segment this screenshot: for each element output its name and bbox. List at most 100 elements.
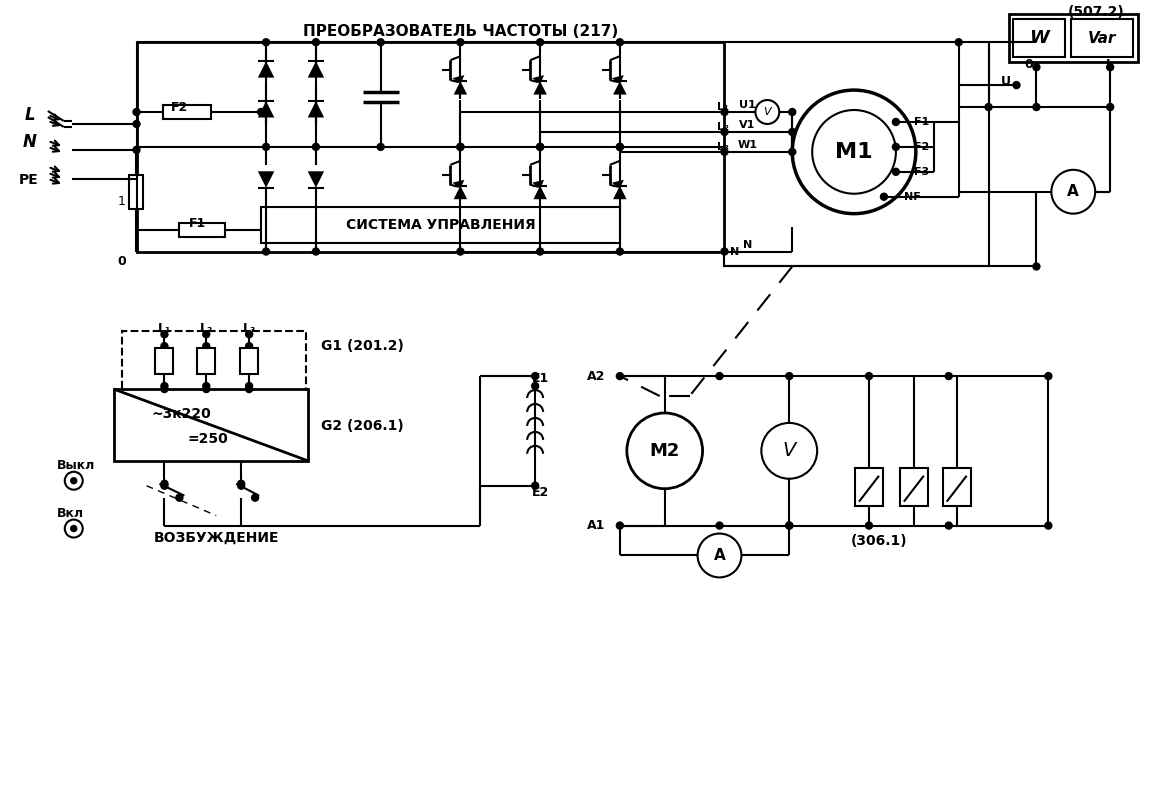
Circle shape — [133, 120, 140, 127]
Circle shape — [893, 118, 900, 126]
Polygon shape — [534, 81, 546, 94]
Circle shape — [262, 143, 269, 151]
Bar — [900, 467, 927, 505]
Polygon shape — [453, 180, 464, 189]
Circle shape — [457, 143, 464, 151]
Text: A: A — [714, 548, 725, 563]
Circle shape — [246, 383, 253, 389]
Bar — [855, 467, 882, 505]
Circle shape — [1013, 81, 1020, 89]
Circle shape — [617, 143, 624, 151]
Bar — [1008, 15, 1138, 62]
Circle shape — [955, 39, 962, 46]
Text: PE: PE — [18, 172, 39, 187]
Bar — [240, 348, 258, 374]
Text: V: V — [783, 442, 796, 460]
Circle shape — [252, 494, 259, 501]
Text: ВОЗБУЖДЕНИЕ: ВОЗБУЖДЕНИЕ — [154, 530, 280, 545]
Polygon shape — [534, 185, 546, 199]
Text: W: W — [1029, 29, 1050, 48]
Circle shape — [161, 343, 167, 350]
Circle shape — [789, 128, 796, 135]
Polygon shape — [307, 172, 325, 188]
Bar — [156, 348, 173, 374]
Circle shape — [865, 372, 872, 380]
Bar — [1013, 19, 1065, 57]
Circle shape — [1106, 103, 1113, 110]
Circle shape — [378, 39, 385, 46]
Polygon shape — [453, 75, 464, 84]
Circle shape — [312, 39, 320, 46]
Circle shape — [262, 248, 269, 255]
Circle shape — [537, 248, 544, 255]
Circle shape — [531, 383, 538, 389]
Polygon shape — [613, 185, 626, 199]
Circle shape — [617, 522, 624, 529]
Circle shape — [785, 372, 792, 380]
Polygon shape — [613, 81, 626, 94]
Polygon shape — [258, 61, 274, 77]
Circle shape — [312, 248, 320, 255]
Circle shape — [789, 109, 796, 115]
Circle shape — [312, 143, 320, 151]
Circle shape — [238, 482, 245, 489]
Circle shape — [716, 372, 723, 380]
Circle shape — [721, 109, 728, 115]
Circle shape — [945, 522, 952, 529]
Bar — [942, 467, 970, 505]
Text: L: L — [24, 106, 35, 124]
Text: Var: Var — [1088, 31, 1117, 46]
Circle shape — [721, 148, 728, 156]
Circle shape — [378, 143, 385, 151]
Circle shape — [617, 39, 624, 46]
Text: A2: A2 — [587, 370, 605, 383]
Circle shape — [203, 385, 210, 393]
Text: =250: =250 — [188, 432, 229, 447]
Circle shape — [457, 248, 464, 255]
Circle shape — [133, 147, 140, 153]
Circle shape — [161, 385, 167, 393]
Circle shape — [537, 39, 544, 46]
Bar — [136, 42, 724, 251]
Circle shape — [893, 143, 900, 151]
Circle shape — [721, 128, 728, 135]
Circle shape — [785, 522, 792, 529]
Bar — [1072, 19, 1133, 57]
Text: ~3к220: ~3к220 — [151, 407, 211, 422]
Circle shape — [785, 522, 792, 529]
Circle shape — [161, 330, 167, 338]
Circle shape — [262, 39, 269, 46]
Circle shape — [537, 143, 544, 151]
Circle shape — [721, 248, 728, 255]
Circle shape — [70, 526, 76, 531]
Text: U1: U1 — [739, 100, 755, 110]
Circle shape — [176, 494, 182, 501]
Polygon shape — [454, 81, 467, 94]
Text: N: N — [730, 247, 739, 256]
Text: V1: V1 — [739, 120, 755, 130]
Polygon shape — [612, 180, 624, 189]
Text: (306.1): (306.1) — [850, 534, 908, 547]
Circle shape — [1033, 103, 1040, 110]
Text: F1: F1 — [188, 217, 206, 231]
Bar — [113, 389, 308, 461]
Text: Выкл: Выкл — [57, 459, 95, 472]
Polygon shape — [532, 180, 544, 189]
Text: V: V — [763, 107, 772, 117]
Text: N: N — [743, 239, 752, 250]
Circle shape — [238, 480, 245, 487]
Circle shape — [133, 109, 140, 115]
Circle shape — [537, 143, 544, 151]
Text: ПРЕОБРАЗОВАТЕЛЬ ЧАСТОТЫ (217): ПРЕОБРАЗОВАТЕЛЬ ЧАСТОТЫ (217) — [303, 24, 618, 39]
Circle shape — [203, 330, 210, 338]
Circle shape — [246, 343, 253, 350]
Circle shape — [161, 482, 167, 489]
Circle shape — [893, 168, 900, 175]
Text: N: N — [23, 133, 37, 151]
Circle shape — [203, 383, 210, 389]
Text: СИСТЕМА УПРАВЛЕНИЯ: СИСТЕМА УПРАВЛЕНИЯ — [345, 218, 535, 231]
Circle shape — [985, 103, 992, 110]
Text: L₂: L₂ — [200, 322, 213, 334]
Bar — [128, 175, 142, 209]
Polygon shape — [454, 185, 467, 199]
